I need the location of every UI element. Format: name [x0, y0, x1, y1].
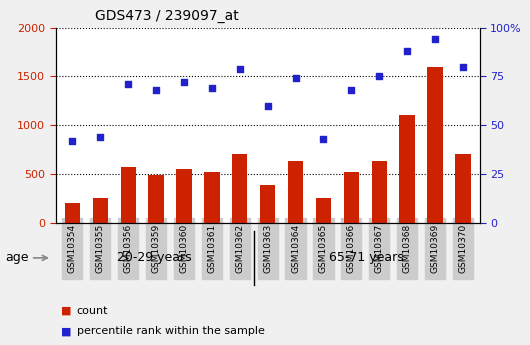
Point [235, 66, 244, 71]
Bar [372, 161, 387, 223]
Point [292, 76, 300, 81]
Bar [232, 154, 248, 223]
Text: 65-71 years: 65-71 years [329, 252, 404, 264]
Bar [260, 185, 275, 223]
Bar [343, 172, 359, 223]
Text: percentile rank within the sample: percentile rank within the sample [77, 326, 264, 336]
Point [208, 85, 216, 91]
Point [319, 136, 328, 141]
Point [180, 79, 188, 85]
Text: GDS473 / 239097_at: GDS473 / 239097_at [95, 9, 239, 23]
Bar [120, 167, 136, 223]
Bar [455, 154, 471, 223]
Text: count: count [77, 306, 108, 315]
Text: ■: ■ [61, 306, 72, 315]
Point [68, 138, 77, 144]
Point [431, 37, 439, 42]
Point [403, 48, 411, 54]
Bar [148, 175, 164, 223]
Text: ■: ■ [61, 326, 72, 336]
Point [96, 134, 104, 139]
Bar [93, 198, 108, 223]
Bar [288, 161, 303, 223]
Bar [176, 169, 192, 223]
Text: 20-29 years: 20-29 years [117, 252, 192, 264]
Point [263, 103, 272, 108]
Text: age: age [5, 252, 29, 264]
Bar [316, 198, 331, 223]
Point [458, 64, 467, 69]
Bar [65, 203, 80, 223]
Bar [204, 172, 219, 223]
Point [152, 87, 160, 93]
Bar [427, 67, 443, 223]
Point [375, 73, 384, 79]
Point [347, 87, 356, 93]
Point [124, 81, 132, 87]
Bar [400, 115, 415, 223]
